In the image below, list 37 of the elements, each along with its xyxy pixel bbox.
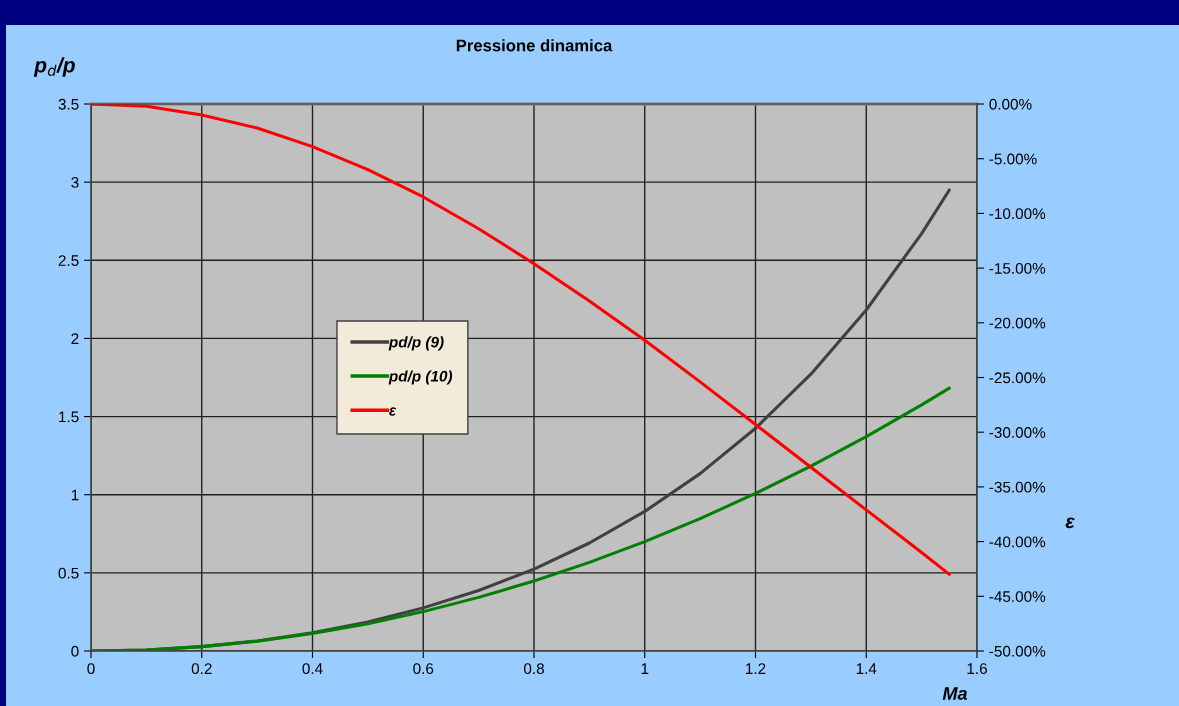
y2-axis-title: ε: [1065, 517, 1075, 529]
x-tick-label: 0: [87, 663, 95, 675]
y2-tick-label: -15.00%: [989, 262, 1046, 274]
chart-title: Pressione dinamica: [456, 39, 613, 52]
y2-tick-label: -35.00%: [989, 481, 1046, 493]
y-tick-label: 2: [71, 333, 79, 344]
y2-tick-label: -10.00%: [989, 208, 1046, 220]
x-tick-label: 0.4: [302, 663, 323, 675]
x-axis-title: Ma: [942, 687, 968, 700]
x-tick-label: 0.8: [523, 663, 544, 675]
y-tick-label: 0.5: [58, 567, 79, 579]
legend-label: pd/p (10): [388, 370, 453, 385]
y2-tick-label: 0.00%: [989, 98, 1032, 110]
x-tick-label: 0.6: [413, 663, 434, 675]
y2-tick-label: -50.00%: [989, 645, 1046, 657]
legend-label: pd/p (9): [388, 336, 444, 351]
legend-label: ε: [389, 407, 397, 416]
y2-tick-label: -40.00%: [989, 536, 1046, 548]
y-tick-label: 2.5: [58, 255, 79, 266]
y-axis-title: p$_{d}$/p: [33, 57, 75, 77]
line-series: [91, 386, 951, 651]
y-tick-label: 3: [71, 177, 79, 188]
x-tick-label: 1: [641, 663, 649, 674]
y-tick-label: 1.5: [59, 411, 79, 423]
y-tick-label: 1: [71, 489, 79, 501]
x-tick-label: 1.4: [856, 663, 877, 674]
y2-tick-label: -5.00%: [989, 153, 1037, 165]
y-tick-label: 0: [71, 645, 79, 657]
line-series: [91, 104, 951, 576]
y-tick-label: 3.5: [58, 98, 79, 110]
x-tick-label: 1.2: [746, 663, 766, 674]
x-tick-label: 1.6: [967, 663, 987, 675]
y2-tick-label: -45.00%: [989, 591, 1046, 602]
y2-tick-label: -30.00%: [989, 427, 1046, 438]
x-tick-label: 0.2: [191, 663, 212, 675]
y2-tick-label: -20.00%: [989, 317, 1046, 329]
y2-tick-label: -25.00%: [989, 372, 1046, 384]
